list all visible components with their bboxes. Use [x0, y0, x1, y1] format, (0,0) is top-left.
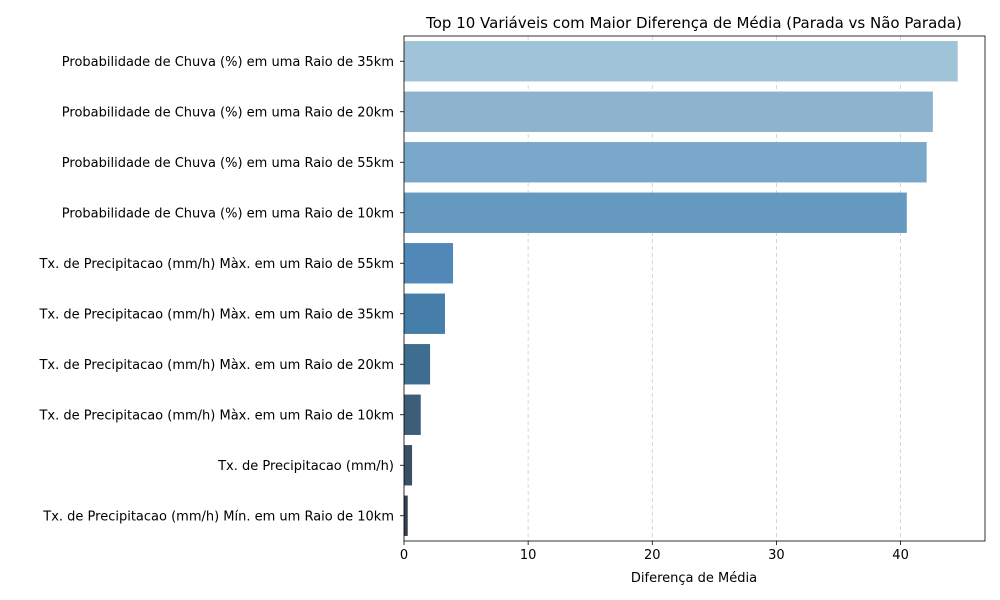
- y-tick-label-7: Tx. de Precipitacao (mm/h) Màx. em um Ra…: [38, 408, 394, 423]
- bar-1: [404, 91, 933, 132]
- x-tick-label-3: 30: [768, 548, 785, 563]
- y-tick-label-9: Tx. de Precipitacao (mm/h) Mín. em um Ra…: [42, 509, 394, 524]
- y-tick-label-6: Tx. de Precipitacao (mm/h) Màx. em um Ra…: [38, 358, 394, 373]
- bar-3: [404, 192, 907, 233]
- bar-4: [404, 243, 454, 284]
- y-tick-label-1: Probabilidade de Chuva (%) em uma Raio d…: [62, 105, 394, 120]
- bar-0: [404, 41, 958, 82]
- bar-7: [404, 394, 421, 435]
- plot-frame: [403, 35, 986, 542]
- x-axis-label: Diferença de Média: [631, 571, 757, 586]
- y-tick-label-4: Tx. de Precipitacao (mm/h) Màx. em um Ra…: [38, 257, 394, 272]
- x-tick-label-0: 0: [400, 548, 408, 563]
- bar-9: [404, 495, 408, 536]
- x-tick-label-2: 20: [644, 548, 661, 563]
- bar-8: [404, 445, 413, 486]
- bar-5: [404, 293, 445, 334]
- axes: Probabilidade de Chuva (%) em uma Raio d…: [38, 35, 986, 563]
- x-tick-label-4: 40: [892, 548, 909, 563]
- bar-6: [404, 344, 431, 385]
- y-tick-label-5: Tx. de Precipitacao (mm/h) Màx. em um Ra…: [38, 307, 394, 322]
- y-tick-label-8: Tx. de Precipitacao (mm/h): [217, 459, 394, 474]
- bar-2: [404, 142, 927, 183]
- y-tick-label-3: Probabilidade de Chuva (%) em uma Raio d…: [62, 206, 394, 221]
- chart-title: Top 10 Variáveis com Maior Diferença de …: [425, 14, 962, 32]
- bars: [404, 41, 958, 536]
- y-tick-label-0: Probabilidade de Chuva (%) em uma Raio d…: [62, 55, 394, 70]
- x-tick-label-1: 10: [520, 548, 537, 563]
- y-tick-label-2: Probabilidade de Chuva (%) em uma Raio d…: [62, 156, 394, 171]
